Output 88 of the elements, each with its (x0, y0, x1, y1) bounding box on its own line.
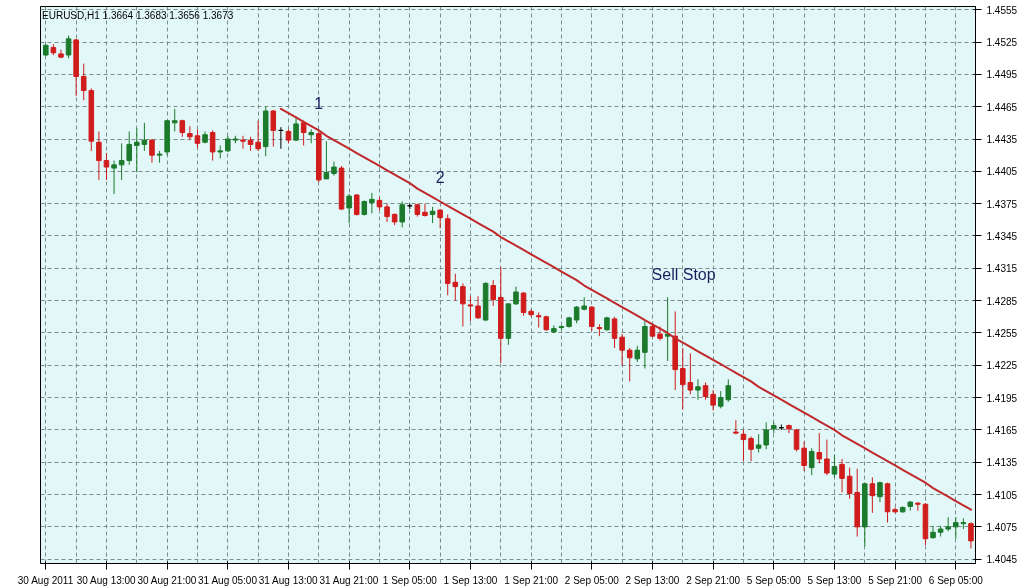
candlestick (808, 447, 815, 476)
candlestick (384, 203, 390, 223)
y-tick-label: 1.4525 (986, 37, 1018, 49)
candlestick (65, 35, 72, 59)
y-tick-label: 1.4285 (986, 295, 1018, 307)
candlestick (915, 501, 921, 512)
annotation: 2 (435, 169, 445, 187)
x-tick-label: 31 Aug 13:00 (258, 574, 319, 586)
x-tick-label: 5 Sep 13:00 (807, 574, 862, 586)
candlestick (194, 128, 201, 149)
x-tick-label: 30 Aug 13:00 (76, 574, 137, 586)
y-tick-label: 1.4345 (986, 230, 1018, 242)
y-tick-label: 1.4405 (986, 166, 1018, 178)
x-tick-label: 2 Sep 13:00 (625, 574, 680, 586)
y-tick-label: 1.4315 (986, 263, 1018, 275)
x-tick-label: 5 Sep 21:00 (868, 574, 923, 586)
candlestick (520, 291, 527, 317)
candlestick (171, 108, 178, 132)
candlestick (300, 120, 307, 146)
candlestick (733, 419, 739, 435)
candlestick (96, 130, 102, 181)
x-tick-label: 2 Sep 05:00 (564, 574, 620, 586)
y-tick-label: 1.4165 (986, 424, 1018, 436)
y-tick-label: 1.4225 (986, 360, 1018, 372)
candlestick (626, 347, 633, 382)
candlestick (831, 454, 838, 478)
y-tick-label: 1.4375 (986, 198, 1018, 210)
candlestick (209, 129, 216, 162)
candlestick (437, 208, 443, 229)
y-tick-label: 1.4465 (986, 101, 1018, 113)
candlestick (611, 316, 618, 349)
y-tick-label: 1.4555 (986, 4, 1018, 16)
y-tick-label: 1.4195 (986, 392, 1018, 404)
candlestick (323, 140, 330, 180)
candlestick (467, 295, 474, 322)
candlestick (346, 193, 352, 224)
candlestick (475, 295, 481, 320)
candlestick (460, 282, 466, 327)
candlestick (619, 333, 625, 366)
candlestick (695, 378, 701, 401)
candlestick (255, 120, 261, 152)
line-series (279, 107, 972, 511)
annotation: Sell Stop (651, 266, 716, 284)
candlestick (399, 201, 405, 228)
candlestick (824, 439, 830, 476)
x-tick-label: 30 Aug 21:00 (137, 574, 197, 586)
y-tick-label: 1.4075 (986, 521, 1018, 533)
candlestick (869, 476, 876, 514)
x-tick-label: 5 Sep 05:00 (746, 574, 802, 586)
candlestick (513, 286, 519, 306)
y-tick-label: 1.4045 (986, 554, 1018, 566)
x-tick-label: 30 Aug 2011 (17, 574, 74, 586)
candlestick (490, 279, 496, 307)
chart-title: EURUSD,H1 1.3664 1.3683 1.3656 1.3673 (42, 9, 234, 21)
candlestick (816, 432, 823, 464)
annotation: 1 (314, 95, 324, 113)
candlestick (149, 138, 155, 164)
x-tick-label: 1 Sep 21:00 (504, 574, 559, 586)
y-tick-label: 1.4105 (986, 489, 1018, 501)
y-tick-label: 1.4255 (986, 327, 1018, 339)
x-tick-label: 6 Sep 05:00 (928, 574, 984, 586)
candlestick (710, 389, 716, 412)
candlestick (270, 109, 277, 148)
candlestick (369, 192, 375, 214)
y-tick-label: 1.4495 (986, 69, 1018, 81)
x-tick-label: 31 Aug 21:00 (319, 574, 379, 586)
candlestick (111, 160, 117, 195)
candlestick (892, 506, 898, 514)
x-tick-label: 31 Aug 05:00 (198, 574, 258, 586)
candlestick (755, 433, 762, 454)
candlestick (801, 441, 807, 472)
candlestick (839, 458, 845, 493)
x-tick-label: 1 Sep 13:00 (443, 574, 498, 586)
candlestick (528, 308, 534, 318)
candlestick (187, 125, 193, 141)
candlestick (763, 421, 769, 450)
candlestick (968, 522, 974, 549)
y-tick-label: 1.4135 (986, 457, 1018, 469)
candlestick (589, 305, 595, 332)
y-tick-label: 1.4435 (986, 134, 1018, 146)
x-tick-label: 2 Sep 21:00 (686, 574, 741, 586)
x-tick-label: 1 Sep 05:00 (382, 574, 438, 586)
candlestick (748, 435, 754, 462)
candlestick (103, 152, 110, 181)
candlestick (240, 135, 246, 150)
candlestick (535, 311, 542, 329)
candlestick (422, 203, 428, 218)
candlestick (930, 525, 936, 540)
